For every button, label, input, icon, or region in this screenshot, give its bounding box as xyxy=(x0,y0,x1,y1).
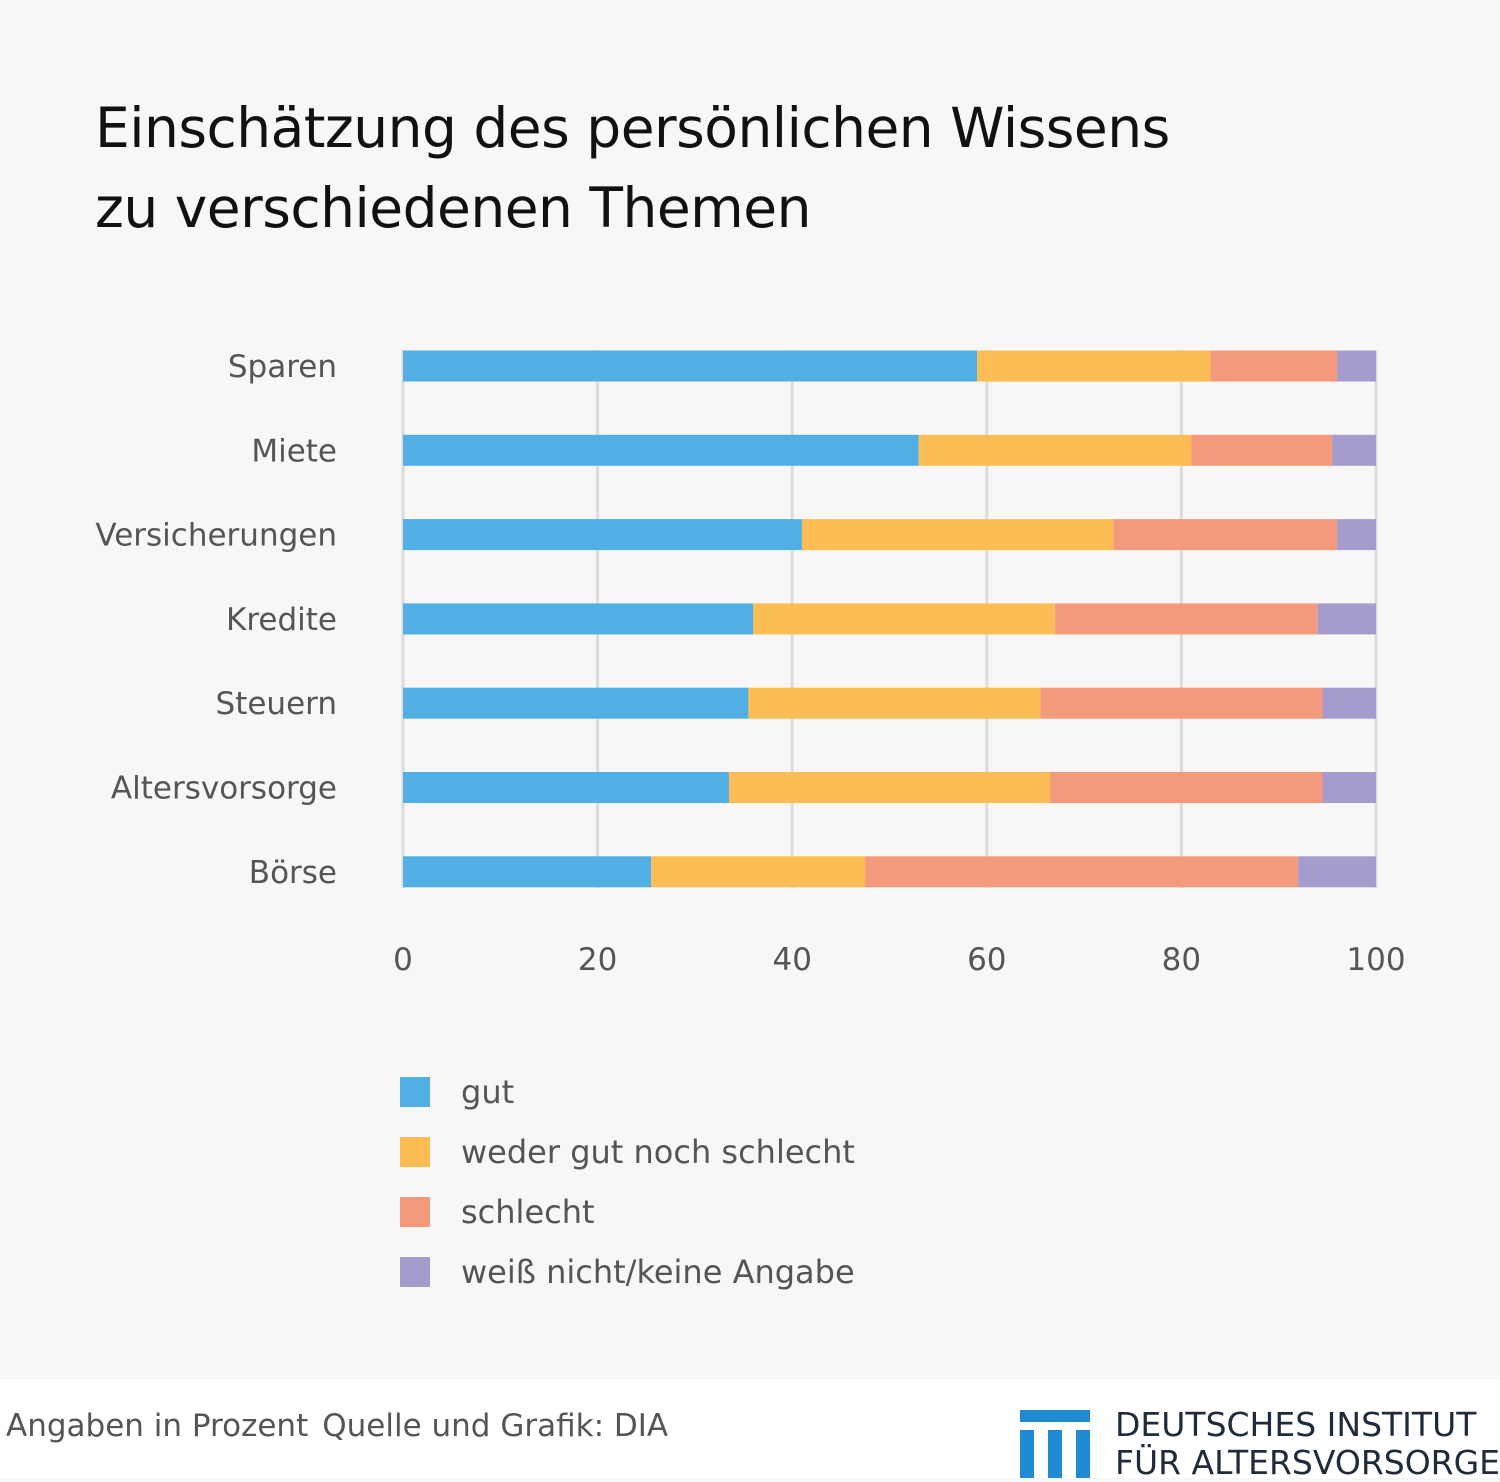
bar-segment-1-3 xyxy=(1332,434,1376,466)
institute-logo-icon xyxy=(1020,1410,1090,1478)
bar-segment-6-0 xyxy=(403,856,652,888)
bar-segment-4-2 xyxy=(1040,687,1323,719)
bars xyxy=(403,350,1376,888)
bar-segment-3-2 xyxy=(1054,603,1318,635)
institute-name: DEUTSCHES INSTITUT FÜR ALTERSVORSORGE xyxy=(1115,1406,1500,1482)
bar-segment-2-3 xyxy=(1337,519,1376,551)
category-label-3: Kredite xyxy=(226,602,337,638)
legend-item-gut: gut xyxy=(400,1062,855,1122)
bar-segment-5-2 xyxy=(1050,772,1323,803)
category-label-4: Steuern xyxy=(216,686,337,722)
bar-segment-2-0 xyxy=(403,519,802,551)
bar-segment-3-1 xyxy=(753,603,1055,635)
chart-title-line-2: zu verschiedenen Themen xyxy=(95,176,811,240)
x-tick-label-100: 100 xyxy=(1346,942,1405,978)
footer: Angaben in Prozent Quelle und Grafik: DIA… xyxy=(0,1380,1500,1482)
legend-item-schlecht: schlecht xyxy=(400,1182,855,1242)
bar-segment-3-0 xyxy=(403,603,754,635)
bar-segment-5-0 xyxy=(403,772,729,803)
x-tick-label-80: 80 xyxy=(1162,942,1201,978)
legend-label-weder: weder gut noch schlecht xyxy=(461,1133,855,1171)
x-tick-label-60: 60 xyxy=(967,942,1006,978)
bar-segment-5-3 xyxy=(1322,772,1376,803)
x-tick-label-0: 0 xyxy=(393,942,413,978)
chart-title-line-1: Einschätzung des persönlichen Wissens xyxy=(95,96,1170,160)
footer-note: Angaben in Prozent Quelle und Grafik: DIA xyxy=(6,1408,668,1444)
x-tick-label-40: 40 xyxy=(772,942,811,978)
bar-segment-4-0 xyxy=(403,687,749,719)
bar-segment-0-3 xyxy=(1337,350,1376,382)
category-label-5: Altersvorsorge xyxy=(111,771,337,807)
legend-label-weiss-nicht: weiß nicht/keine Angabe xyxy=(461,1253,855,1291)
category-label-1: Miete xyxy=(251,433,337,469)
bar-segment-1-1 xyxy=(918,434,1192,466)
logo-column-2 xyxy=(1048,1430,1062,1478)
bar-segment-6-2 xyxy=(865,856,1299,888)
institute-name-line-1: DEUTSCHES INSTITUT xyxy=(1115,1405,1477,1444)
legend: gut weder gut noch schlecht schlecht wei… xyxy=(400,1062,855,1302)
legend-swatch-weiss-nicht xyxy=(400,1257,430,1287)
chart-title: Einschätzung des persönlichen Wissens zu… xyxy=(95,88,1395,248)
bar-segment-2-2 xyxy=(1113,519,1338,551)
x-tick-label-20: 20 xyxy=(578,942,617,978)
logo-column-3 xyxy=(1076,1430,1090,1478)
legend-label-gut: gut xyxy=(461,1073,515,1111)
category-label-0: Sparen xyxy=(228,349,337,385)
bar-segment-4-3 xyxy=(1322,687,1376,719)
logo-top-bar xyxy=(1020,1410,1090,1422)
bar-segment-1-0 xyxy=(403,434,919,466)
category-label-2: Versicherungen xyxy=(95,518,337,554)
bar-segment-6-3 xyxy=(1298,856,1376,888)
bar-segment-3-3 xyxy=(1317,603,1376,635)
bar-segment-4-1 xyxy=(748,687,1041,719)
legend-swatch-schlecht xyxy=(400,1197,430,1227)
x-axis-ticks: 0 20 40 60 80 100 xyxy=(393,942,1405,978)
institute-name-line-2: FÜR ALTERSVORSORGE xyxy=(1115,1443,1500,1482)
bar-segment-2-1 xyxy=(801,519,1114,551)
bar-segment-0-0 xyxy=(403,350,978,382)
bar-segment-0-2 xyxy=(1210,350,1338,382)
category-labels: Sparen Miete Versicherungen Kredite Steuern A… xyxy=(95,349,337,891)
logo-column-1 xyxy=(1020,1430,1034,1478)
legend-swatch-weder xyxy=(400,1137,430,1167)
legend-item-weder: weder gut noch schlecht xyxy=(400,1122,855,1182)
legend-label-schlecht: schlecht xyxy=(461,1193,595,1231)
unit-note: Angaben in Prozent xyxy=(6,1408,309,1444)
bar-segment-1-2 xyxy=(1191,434,1333,466)
bar-segment-0-1 xyxy=(977,350,1211,382)
category-label-6: Börse xyxy=(249,855,337,891)
legend-swatch-gut xyxy=(400,1077,430,1107)
stacked-bar-chart: Sparen Miete Versicherungen Kredite Steuern A… xyxy=(95,349,1405,978)
bar-segment-5-1 xyxy=(728,772,1051,803)
bar-segment-6-1 xyxy=(651,856,866,888)
source-note: Quelle und Grafik: DIA xyxy=(322,1408,669,1444)
legend-item-weiss-nicht: weiß nicht/keine Angabe xyxy=(400,1242,855,1302)
